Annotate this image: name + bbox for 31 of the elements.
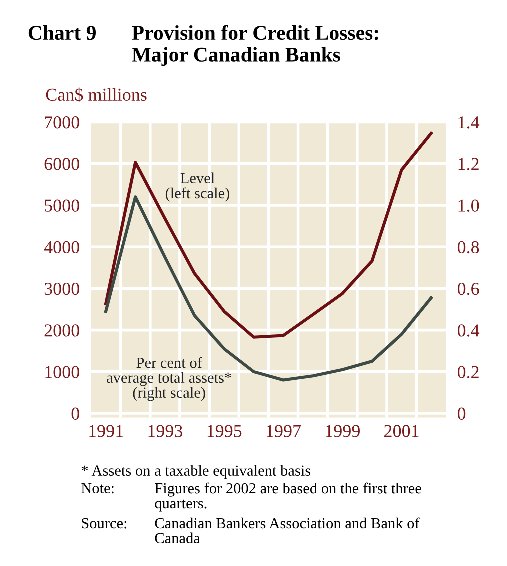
x-tick-label: 1993 bbox=[148, 425, 183, 438]
y-tick-label: 3000 bbox=[44, 282, 80, 296]
y-tick-label: 7000 bbox=[45, 116, 80, 129]
y-axis-title: Can$ millions bbox=[46, 88, 147, 102]
y2-tick-label: 1.0 bbox=[458, 200, 480, 212]
x-tick-label: 1991 bbox=[90, 425, 124, 438]
y2-tick-label: 0 bbox=[458, 408, 466, 420]
text: * Assets on a taxable equivalent basis bbox=[82, 465, 311, 480]
y2-tick-label: 1.2 bbox=[458, 158, 479, 170]
text: Note: Figures for 2002 are based on the first three quarters. bbox=[82, 482, 422, 512]
series-label: Per cent of average total assets* (right scale) bbox=[107, 357, 232, 402]
chart-subtitle: Provision for Credit Losses: Major Canadian Banks bbox=[132, 25, 378, 66]
y-tick-label: 0 bbox=[72, 408, 80, 420]
line-series bbox=[104, 132, 433, 339]
y2-tick-label: 0.2 bbox=[458, 366, 479, 378]
text: Source: Canadian Bankers Association and Bank of Canada bbox=[82, 518, 420, 544]
y-tick-label: 4000 bbox=[44, 241, 80, 254]
x-tick-label: 1995 bbox=[208, 425, 242, 438]
y2-tick-label: 0.6 bbox=[458, 282, 480, 296]
y2-tick-label: 0.8 bbox=[458, 241, 480, 254]
x-tick-label: 1999 bbox=[326, 425, 360, 438]
y-tick-label: 2000 bbox=[44, 324, 80, 337]
y2-tick-label: 1.4 bbox=[458, 116, 480, 129]
y-tick-label: 5000 bbox=[45, 200, 80, 212]
y-tick-label: 1000 bbox=[46, 366, 80, 378]
series-label: Level (left scale) bbox=[166, 172, 230, 202]
x-tick-label: 1997 bbox=[267, 425, 302, 438]
x-tick-label: 2001 bbox=[384, 425, 419, 438]
chart-title: Chart 9 bbox=[28, 25, 96, 40]
y2-tick-label: 0.4 bbox=[458, 324, 480, 337]
y-tick-label: 6000 bbox=[44, 158, 80, 170]
